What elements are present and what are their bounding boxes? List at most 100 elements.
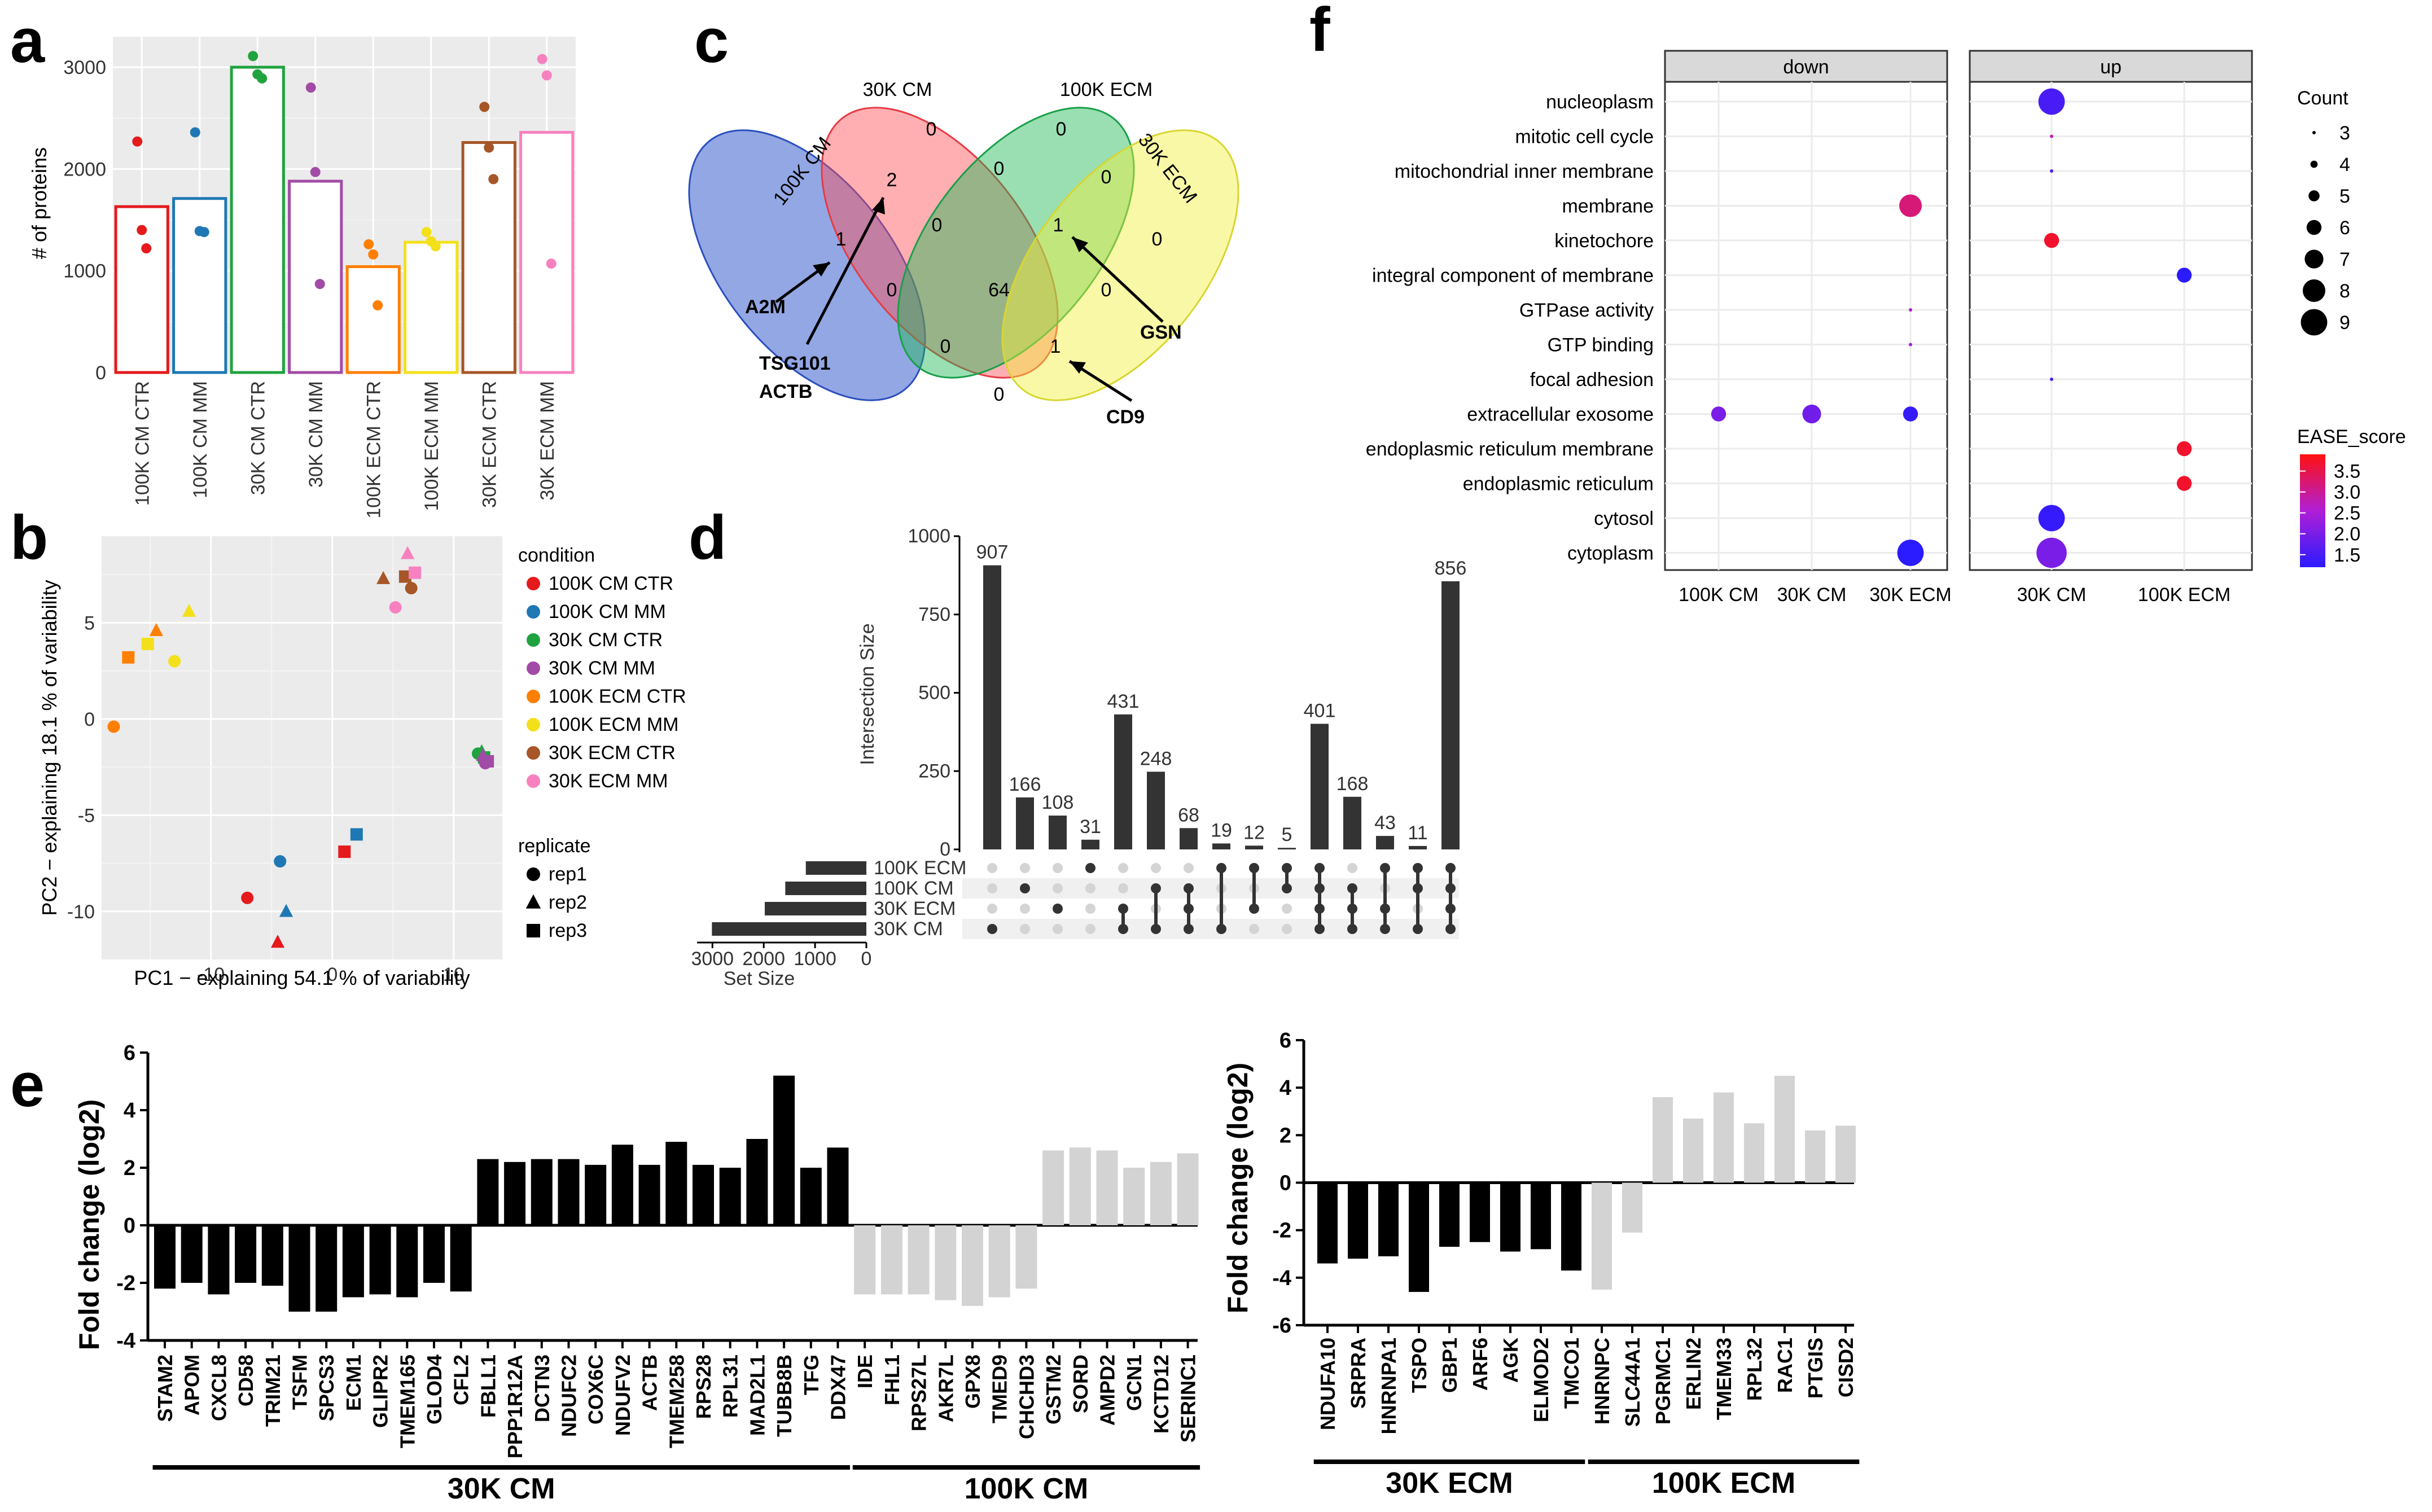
e2-gene-label: TMEM33 — [1712, 1338, 1736, 1420]
panel-f-facet-down-label: down — [1783, 56, 1829, 78]
venn-region-100kcm-30kecm: 0 — [994, 384, 1005, 405]
d-intersection-bar — [1081, 839, 1099, 849]
venn-region-100kecm-30kecm: 0 — [1101, 166, 1112, 188]
d-matrix-dot — [1347, 863, 1357, 873]
venn-region-100kcm-30kcm: 2 — [887, 169, 897, 191]
e2-gene-label: NDUFA10 — [1316, 1338, 1339, 1430]
panel-d-intersection-matrix — [962, 863, 1459, 939]
d-intersection-bar — [1311, 724, 1329, 849]
f-count-legend-label: 3 — [2339, 122, 2350, 144]
b-y-tick-label: 0 — [84, 709, 95, 730]
f-point — [1909, 343, 1912, 347]
e2-group-label: 30K ECM — [1386, 1467, 1513, 1500]
e1-y-tick-label: -2 — [116, 1272, 135, 1295]
e1-bar — [181, 1225, 203, 1283]
e2-gene-label: TMCO1 — [1560, 1338, 1583, 1409]
b-legend-condition-key — [527, 746, 540, 760]
e1-gene-label: TFG — [800, 1355, 823, 1395]
e2-gene-label: SLC44A1 — [1621, 1338, 1644, 1427]
d-matrix-dot — [987, 904, 997, 914]
d-matrix-stripe — [962, 878, 1459, 899]
d-intersection-bar — [1376, 836, 1394, 849]
e1-gene-label: RPL31 — [719, 1355, 742, 1418]
e2-bar — [1622, 1182, 1642, 1233]
f-point — [1909, 308, 1912, 312]
d-set-size-bar — [805, 861, 866, 875]
panel-letter-b: b — [10, 503, 48, 572]
venn-annotation-gsn: GSN — [1140, 322, 1182, 343]
f-point — [2050, 134, 2053, 138]
venn-annotation-cd9: CD9 — [1106, 406, 1145, 428]
f-count-legend-label: 6 — [2339, 217, 2350, 239]
b-legend-condition-key — [527, 661, 540, 675]
e1-gene-label: NDUFV2 — [611, 1355, 634, 1436]
b-point — [279, 904, 293, 917]
a-x-tick-label: 100K CM CTR — [132, 381, 153, 506]
panel-f-ease-colorbar — [2300, 454, 2325, 567]
d-set-size-tick-label: 0 — [861, 948, 872, 970]
e1-gene-label: NDUFC2 — [558, 1355, 581, 1437]
f-count-legend-key — [2306, 220, 2322, 235]
e1-gene-label: AMPD2 — [1096, 1355, 1119, 1426]
a-point — [537, 54, 547, 64]
panel-f-dot-plot: down up nucleoplasm mitotic cell cycle mit… — [1366, 50, 2406, 606]
d-matrix-dot — [1020, 863, 1030, 873]
e2-bar — [1531, 1182, 1551, 1250]
d-matrix-dot — [1118, 883, 1128, 893]
f-x-label: 100K ECM — [2138, 584, 2231, 606]
a-point — [373, 300, 383, 310]
e1-gene-label: CXCL8 — [207, 1355, 230, 1421]
a-point — [314, 279, 325, 290]
f-ease-tick-label: 2.0 — [2334, 524, 2360, 545]
e2-y-tick-label: 0 — [1279, 1172, 1291, 1195]
e2-bar — [1378, 1182, 1399, 1256]
b-point — [338, 845, 351, 858]
e1-bar — [235, 1225, 257, 1283]
e1-bar — [1123, 1168, 1145, 1225]
panel-f-ease-ticks: 1.52.02.53.03.5 — [2300, 461, 2360, 566]
panel-e-right-y-label: Fold change (log2) — [1222, 1063, 1254, 1313]
e1-bar — [369, 1225, 391, 1295]
f-term-label: GTPase activity — [1519, 300, 1654, 321]
b-legend-condition-label: 100K ECM MM — [549, 714, 679, 735]
b-point — [481, 755, 494, 768]
venn-label-100k-ecm: 100K ECM — [1060, 79, 1153, 100]
f-term-label: kinetochore — [1554, 230, 1654, 252]
e1-bar — [1177, 1153, 1199, 1225]
venn-arrowhead-cd9 — [1070, 361, 1086, 374]
e1-bar — [719, 1168, 741, 1225]
d-intersection-label: 166 — [1009, 774, 1041, 795]
panel-e-right-groups: 30K ECM 100K ECM — [1313, 1460, 1860, 1500]
venn-annotation-a2m: A2M — [745, 296, 786, 318]
e2-bar — [1835, 1125, 1856, 1183]
b-point — [389, 601, 402, 614]
e2-bar — [1744, 1123, 1764, 1183]
e1-gene-label: TMEM258 — [665, 1355, 688, 1448]
panel-b-legend-condition: 100K CM CTR 100K CM MM 30K CM CTR 30K CM MM… — [527, 573, 686, 792]
venn-region-100kcm-30kcm-100kecm: 0 — [932, 214, 943, 236]
e1-bar — [1096, 1150, 1118, 1225]
f-point — [2176, 441, 2192, 457]
f-ease-tick-label: 3.5 — [2334, 461, 2360, 483]
f-term-label: GTP binding — [1548, 335, 1654, 356]
b-x-tick-label: 0 — [327, 964, 338, 985]
d-matrix-dot — [987, 863, 997, 873]
f-count-legend-key — [2303, 279, 2325, 302]
b-legend-condition-key — [527, 605, 540, 619]
e2-gene-label: RPL32 — [1743, 1338, 1766, 1401]
panel-letter-f: f — [1309, 0, 1330, 64]
e1-y-tick-label: 4 — [124, 1099, 135, 1123]
panel-b-legend-replicate-title: replicate — [518, 835, 591, 857]
e1-bar — [638, 1164, 660, 1225]
d-intersection-bar — [1114, 714, 1132, 849]
b-legend-condition-label: 30K ECM MM — [549, 770, 668, 792]
e1-gene-label: ECM1 — [342, 1355, 365, 1411]
b-legend-replicate-key — [527, 924, 540, 937]
d-intersection-bar — [1212, 843, 1230, 849]
e2-y-tick-label: 4 — [1279, 1076, 1291, 1100]
e2-y-tick-label: 6 — [1279, 1029, 1291, 1053]
e1-gene-label: APOM — [181, 1355, 204, 1415]
panel-a-x-ticks: 100K CM CTR 100K CM MM 30K CM CTR 30K CM MM… — [132, 381, 558, 519]
f-count-legend-key — [2312, 131, 2316, 134]
